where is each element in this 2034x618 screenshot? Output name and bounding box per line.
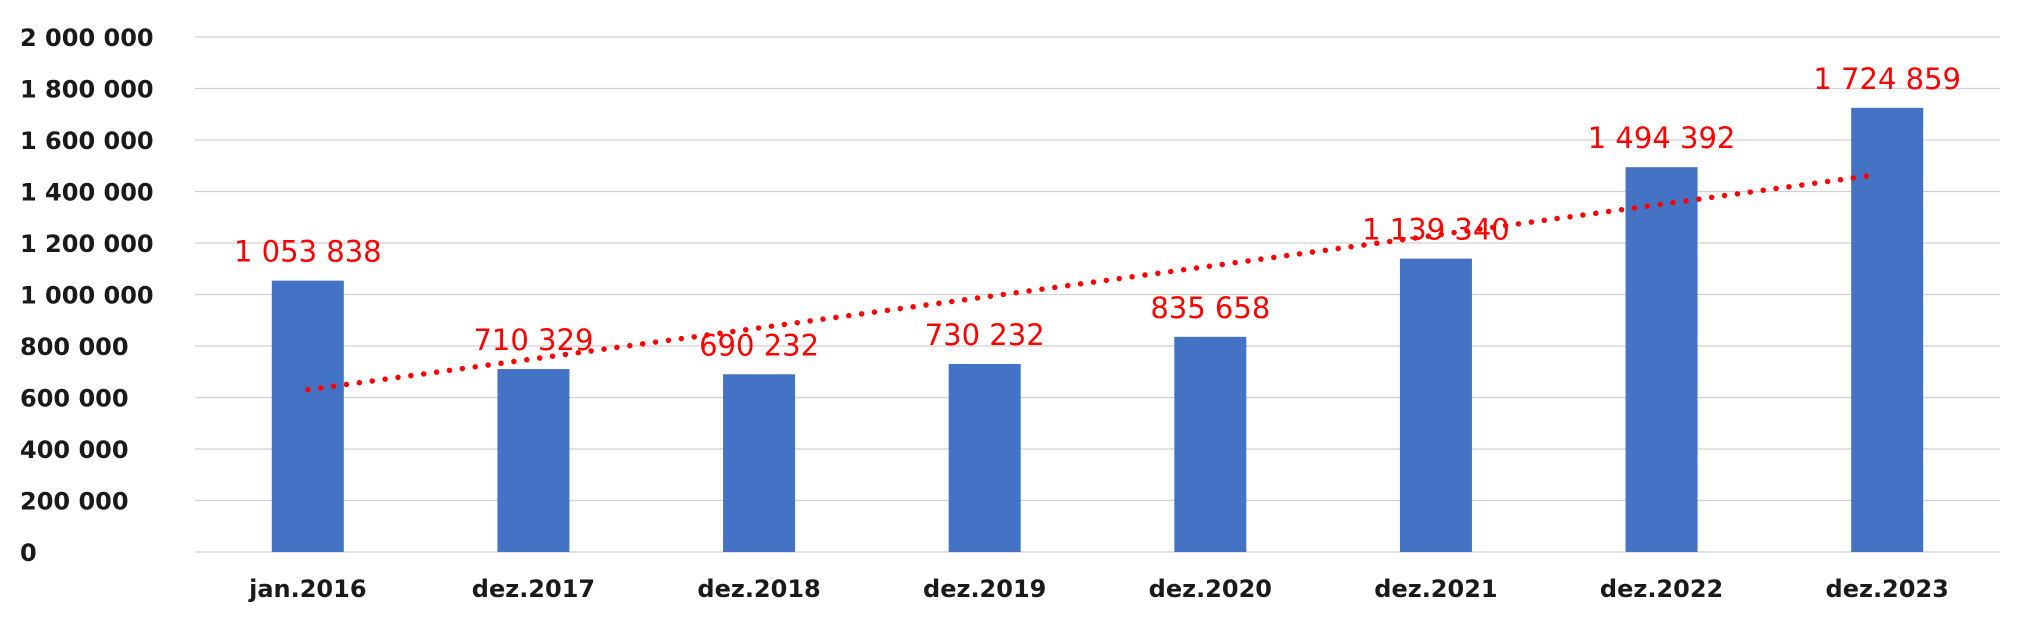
data-label: 730 232 [925,318,1045,352]
y-tick-label: 0 [20,539,37,567]
x-tick-label: jan.2016 [248,575,366,603]
x-tick-label: dez.2021 [1374,575,1497,603]
y-tick-label: 1 400 000 [20,179,154,207]
bar [497,369,570,552]
y-tick-label: 400 000 [20,436,129,464]
y-tick-label: 1 200 000 [20,230,154,258]
gridlines [195,36,2000,553]
x-axis: jan.2016 dez.2017 dez.2018 dez.2019 dez.2020… [248,575,1949,603]
y-tick-label: 2 000 000 [20,24,154,52]
data-label: 835 658 [1150,291,1270,325]
y-tick-label: 800 000 [20,333,129,361]
bar [948,363,1021,552]
data-label: 1 494 392 [1588,121,1736,155]
x-tick-label: dez.2023 [1826,575,1949,603]
y-tick-label: 1 800 000 [20,76,154,104]
x-tick-label: dez.2022 [1600,575,1723,603]
trendline [305,173,1870,393]
data-label: 1 053 838 [234,235,382,269]
bar [1625,167,1698,552]
y-axis: 0 200 000 400 000 600 000 800 000 1 000 000 1 … [20,24,154,567]
data-label: 710 329 [473,323,593,357]
bars [271,107,1924,552]
data-labels: 1 053 838 710 329 690 232 730 232 835 658 1 1… [234,62,1961,362]
y-tick-label: 1 600 000 [20,127,154,155]
bar [271,280,344,552]
data-label: 1 724 859 [1813,62,1961,96]
x-tick-label: dez.2020 [1149,575,1272,603]
x-tick-label: dez.2017 [472,575,595,603]
y-tick-label: 200 000 [20,488,129,516]
bar [1399,258,1472,552]
x-tick-label: dez.2019 [923,575,1046,603]
y-tick-label: 1 000 000 [20,282,154,310]
y-tick-label: 600 000 [20,385,129,413]
trendline-group [305,173,1870,393]
data-label: 690 232 [699,328,819,362]
bar [1851,107,1924,552]
data-label: 1 139 340 [1362,213,1510,247]
x-tick-label: dez.2018 [697,575,820,603]
bar [723,374,796,552]
bar [1174,336,1247,552]
